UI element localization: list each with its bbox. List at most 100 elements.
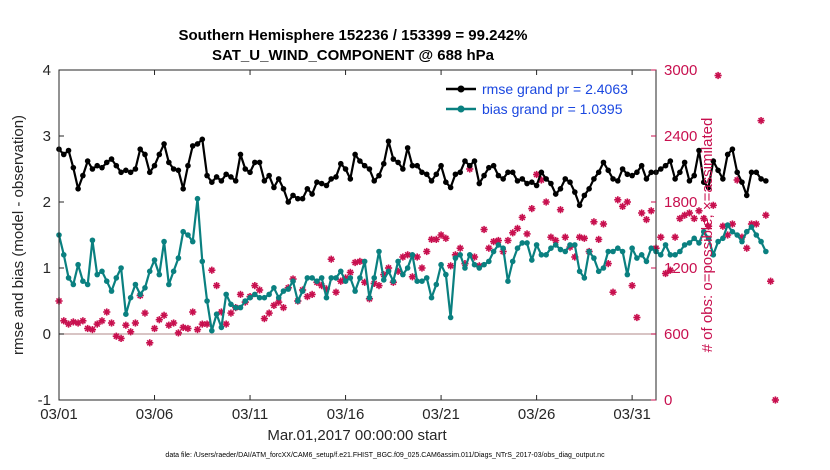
bias-data-point bbox=[213, 311, 220, 318]
rmse-data-point bbox=[428, 178, 435, 184]
chart-title-line2: SAT_U_WIND_COMPONENT @ 688 hPa bbox=[212, 47, 495, 64]
obs-data-point bbox=[704, 222, 713, 230]
obs-data-point bbox=[146, 339, 154, 347]
bias-data-point bbox=[500, 245, 506, 251]
y-axis-left: -1 0 1 2 3 4 bbox=[38, 62, 64, 409]
obs-data-point bbox=[308, 290, 316, 298]
rmse-data-point bbox=[185, 162, 191, 169]
rmse-data-point bbox=[739, 179, 745, 185]
bias-data-point bbox=[681, 242, 688, 248]
obs-data-point bbox=[485, 244, 493, 252]
rmse-data-point bbox=[729, 146, 736, 152]
obs-data-point bbox=[609, 288, 617, 296]
bias-data-point bbox=[715, 238, 721, 245]
rmse-data-point bbox=[572, 189, 578, 195]
rmse-data-point bbox=[509, 169, 516, 176]
bias-data-point bbox=[108, 288, 115, 294]
rmse-data-point bbox=[347, 176, 354, 182]
bias-data-point bbox=[605, 248, 612, 255]
bias-data-point bbox=[428, 294, 435, 301]
bias-data-point bbox=[533, 242, 540, 248]
rmse-data-point bbox=[667, 158, 674, 164]
obs-data-point bbox=[628, 282, 636, 290]
bias-data-point bbox=[180, 228, 186, 235]
obs-data-point bbox=[279, 304, 288, 312]
rmse-data-point bbox=[700, 179, 707, 185]
rmse-data-point bbox=[342, 166, 349, 172]
obs-data-point bbox=[709, 201, 717, 209]
obs-data-point bbox=[752, 220, 760, 228]
rmse-data-point bbox=[151, 162, 158, 169]
bias-data-point bbox=[94, 271, 101, 278]
bias-data-point bbox=[380, 277, 387, 283]
obs-data-point bbox=[494, 236, 502, 245]
rmse-data-point bbox=[452, 171, 459, 178]
bias-data-point bbox=[552, 242, 559, 248]
rmse-data-point bbox=[194, 141, 201, 147]
rmse-data-point bbox=[758, 176, 764, 182]
y-right-tick-label: 3000 bbox=[664, 62, 697, 79]
y-axis-left-label: rmse and bias (model - observation) bbox=[10, 115, 27, 355]
rmse-data-point bbox=[490, 162, 497, 169]
x-tick-label: 03/21 bbox=[422, 406, 460, 423]
rmse-data-point bbox=[199, 136, 206, 143]
rmse-data-point bbox=[605, 167, 612, 174]
bias-data-point bbox=[328, 275, 335, 281]
rmse-data-point bbox=[619, 166, 626, 172]
obs-data-point bbox=[193, 326, 202, 334]
rmse-data-point bbox=[228, 174, 234, 180]
bias-data-point bbox=[634, 255, 640, 261]
rmse-data-point bbox=[103, 159, 110, 166]
obs-data-point bbox=[513, 224, 522, 232]
bias-data-point bbox=[271, 285, 277, 291]
rmse-data-point bbox=[118, 169, 124, 176]
obs-data-point bbox=[107, 319, 116, 327]
rmse-data-point bbox=[552, 191, 559, 197]
y-left-tick-label: 3 bbox=[43, 128, 51, 145]
rmse-data-point bbox=[400, 166, 406, 172]
obs-data-point bbox=[666, 266, 674, 274]
rmse-data-point bbox=[213, 174, 220, 180]
bias-data-point bbox=[476, 265, 483, 271]
bias-data-point bbox=[314, 278, 320, 285]
bias-data-point bbox=[256, 294, 263, 301]
rmse-data-point bbox=[70, 164, 77, 171]
obs-data-point bbox=[580, 234, 588, 242]
rmse-data-point bbox=[481, 172, 487, 179]
rmse-data-point bbox=[352, 151, 358, 158]
bias-data-point bbox=[600, 265, 607, 271]
obs-series-layer bbox=[55, 71, 779, 404]
rmse-data-point bbox=[586, 186, 592, 192]
y-left-tick-label: 4 bbox=[43, 62, 51, 79]
bias-data-point bbox=[433, 281, 440, 288]
obs-data-point bbox=[470, 253, 479, 261]
rmse-data-point bbox=[318, 180, 325, 187]
obs-data-point bbox=[442, 234, 450, 242]
bias-data-point bbox=[452, 255, 459, 261]
plot-area bbox=[59, 70, 656, 400]
obs-data-point bbox=[671, 233, 679, 241]
y-right-tick-label: 1800 bbox=[664, 194, 697, 211]
bias-data-point bbox=[232, 304, 239, 311]
bias-data-point bbox=[151, 257, 158, 263]
bias-data-point bbox=[438, 261, 444, 268]
bias-data-point bbox=[318, 275, 325, 281]
rmse-data-point bbox=[304, 186, 311, 192]
bias-data-point bbox=[677, 248, 683, 255]
bias-data-point bbox=[280, 288, 287, 294]
obs-data-point bbox=[757, 117, 765, 125]
rmse-data-point bbox=[113, 162, 120, 169]
obs-data-point bbox=[208, 266, 216, 274]
bias-data-point bbox=[486, 258, 492, 265]
x-axis: 03/01 03/06 03/11 03/16 03/21 03/26 03/31 bbox=[40, 70, 651, 423]
rmse-data-point bbox=[252, 159, 258, 166]
obs-data-point bbox=[131, 319, 140, 327]
bias-data-point bbox=[185, 232, 191, 238]
bias-data-point bbox=[672, 252, 678, 258]
obs-data-point bbox=[724, 231, 732, 239]
rmse-data-point bbox=[710, 158, 717, 164]
bias-data-point bbox=[466, 252, 473, 258]
rmse-data-point bbox=[753, 169, 760, 176]
bias-data-point bbox=[99, 268, 105, 275]
bias-data-point bbox=[414, 278, 421, 285]
